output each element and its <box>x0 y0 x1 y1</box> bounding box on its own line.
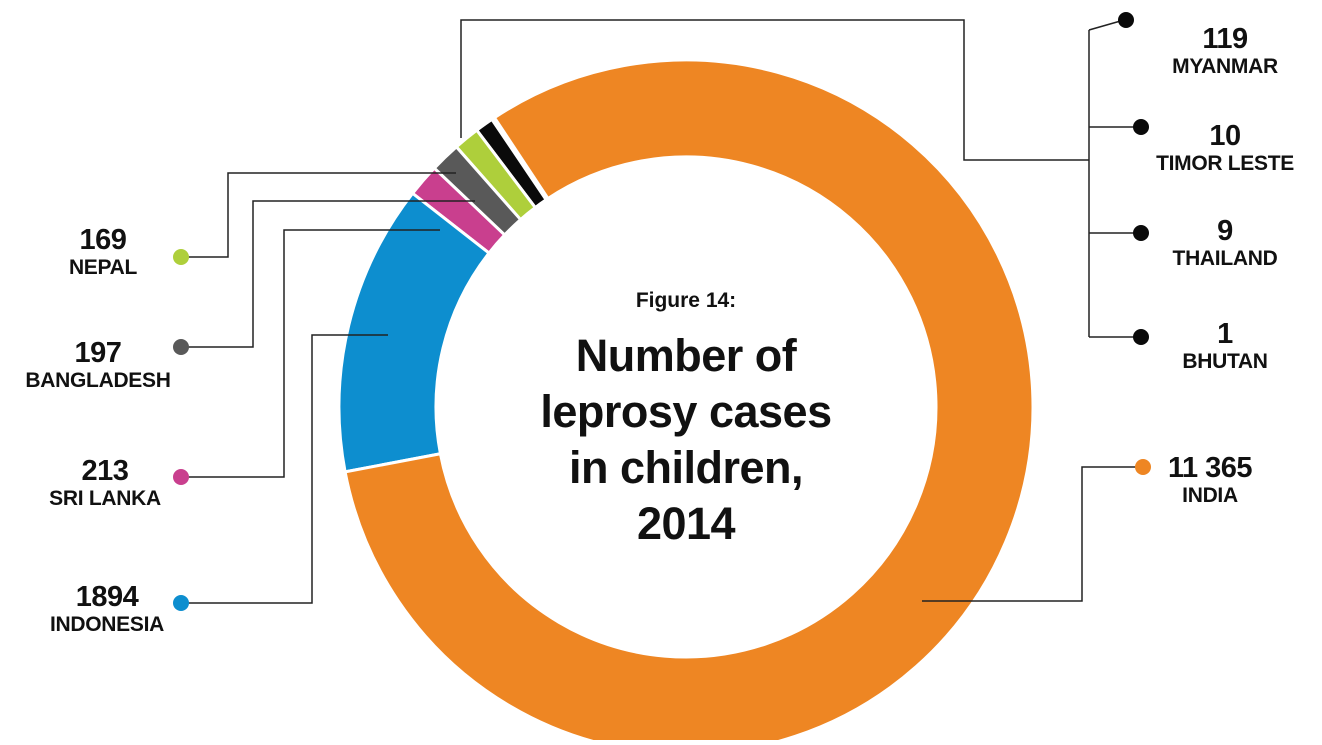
leader-small-slices <box>460 19 1089 161</box>
value-thailand: 9 <box>1217 215 1233 247</box>
leader-indonesia <box>182 334 388 604</box>
name-india: INDIA <box>1182 484 1238 507</box>
name-thailand: THAILAND <box>1172 247 1278 270</box>
marker-nepal <box>173 249 189 265</box>
marker-thailand <box>1133 225 1149 241</box>
label-indonesia: 1894 INDONESIA <box>50 582 164 637</box>
value-sri-lanka: 213 <box>81 455 129 487</box>
value-myanmar: 119 <box>1202 23 1248 55</box>
slice-india <box>343 58 1035 745</box>
chart-title: Number of leprosy cases in children, 201… <box>540 330 832 549</box>
label-bangladesh: 197 BANGLADESH <box>25 338 170 393</box>
value-bhutan: 1 <box>1217 318 1233 350</box>
leader-nepal <box>182 172 456 258</box>
name-sri-lanka: SRI LANKA <box>49 487 161 510</box>
marker-myanmar <box>1118 12 1134 28</box>
leader-bangladesh <box>182 200 475 348</box>
name-myanmar: MYANMAR <box>1172 55 1278 78</box>
label-thailand: 9 THAILAND <box>1173 216 1278 271</box>
value-india: 11 365 <box>1167 452 1253 484</box>
name-bangladesh: BANGLADESH <box>25 369 171 392</box>
label-sri-lanka: 213 SRI LANKA <box>49 456 161 511</box>
marker-india <box>1135 459 1151 475</box>
marker-bangladesh <box>173 339 189 355</box>
value-nepal: 169 <box>79 224 127 256</box>
name-timor-leste: TIMOR LESTE <box>1156 152 1294 175</box>
marker-indonesia <box>173 595 189 611</box>
slice-indonesia <box>337 191 492 474</box>
name-bhutan: BHUTAN <box>1182 350 1268 373</box>
name-nepal: NEPAL <box>68 256 138 279</box>
leader-india <box>922 466 1138 602</box>
marker-sri-lanka <box>173 469 189 485</box>
label-timor-leste: 10 TIMOR LESTE <box>1156 121 1294 176</box>
label-india: 11 365 INDIA <box>1167 452 1253 508</box>
label-nepal: 169 NEPAL <box>69 225 137 280</box>
name-indonesia: INDONESIA <box>50 613 164 636</box>
value-timor-leste: 10 <box>1209 120 1241 152</box>
label-myanmar: 119 MYANMAR <box>1172 24 1278 79</box>
value-indonesia: 1894 <box>75 581 139 613</box>
leader-sri-lanka <box>182 229 440 478</box>
leader-myanmar <box>1088 19 1125 31</box>
marker-timor-leste <box>1133 119 1149 135</box>
value-bangladesh: 197 <box>74 337 122 369</box>
figure-label: Figure 14: <box>635 289 737 312</box>
marker-bhutan <box>1133 329 1149 345</box>
label-bhutan: 1 BHUTAN <box>1182 318 1268 374</box>
